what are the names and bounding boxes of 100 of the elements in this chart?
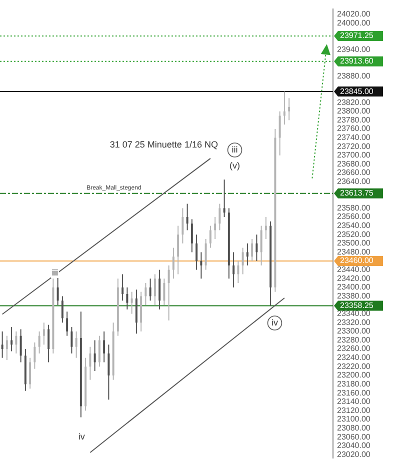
candlestick bbox=[75, 330, 78, 358]
candlestick bbox=[20, 328, 22, 363]
candlestick bbox=[186, 203, 188, 231]
candlestick bbox=[29, 357, 32, 390]
candlestick bbox=[246, 242, 248, 266]
candlestick bbox=[223, 179, 226, 218]
y-tick-label: 23380.00 bbox=[337, 291, 371, 300]
y-tick-label: 23280.00 bbox=[337, 335, 371, 344]
y-tick-label: 23400.00 bbox=[337, 282, 371, 292]
annotation: 31 07 25 Minuette 1/16 NQ bbox=[110, 139, 218, 150]
y-tick-label: 23240.00 bbox=[337, 353, 371, 362]
ref-line-label: 23358.25 bbox=[340, 301, 374, 310]
candlestick bbox=[10, 326, 13, 352]
y-tick-label: 24020.00 bbox=[337, 10, 371, 19]
y-tick-label: 23160.00 bbox=[337, 388, 371, 398]
y-tick-label: 23780.00 bbox=[337, 115, 371, 124]
candlestick bbox=[182, 208, 184, 244]
y-tick-label: 23720.00 bbox=[337, 142, 371, 151]
candlestick bbox=[260, 225, 262, 266]
y-tick-label: 23940.00 bbox=[337, 44, 371, 54]
candlestick bbox=[158, 269, 161, 310]
y-tick-label: 23640.00 bbox=[337, 176, 371, 186]
candlestick bbox=[144, 282, 147, 306]
candlestick bbox=[103, 330, 106, 363]
y-tick-label: 23220.00 bbox=[337, 362, 371, 371]
candlestick bbox=[172, 247, 174, 280]
candlestick bbox=[190, 218, 193, 253]
candlestick bbox=[163, 278, 166, 306]
ref-line-label: 23845.00 bbox=[340, 86, 374, 96]
candlestick bbox=[126, 286, 128, 310]
candlestick bbox=[283, 91, 286, 126]
candlestick bbox=[94, 340, 96, 372]
y-tick-label: 23420.00 bbox=[337, 274, 371, 283]
y-tick-label: 23440.00 bbox=[337, 265, 371, 274]
y-tick-label: 23760.00 bbox=[337, 124, 371, 134]
candlestick bbox=[218, 203, 221, 231]
candlestick bbox=[42, 322, 45, 346]
y-tick-label: 23820.00 bbox=[337, 98, 371, 107]
y-tick-label: 23700.00 bbox=[337, 150, 371, 160]
candlestick bbox=[15, 330, 18, 354]
candlestick bbox=[168, 264, 170, 321]
y-tick-label: 23480.00 bbox=[337, 247, 371, 256]
annotation: iii bbox=[232, 144, 238, 154]
y-tick-label: 23740.00 bbox=[337, 132, 371, 142]
annotation: iii bbox=[52, 267, 58, 278]
ref-line-label: 23971.25 bbox=[340, 31, 374, 40]
candlestick bbox=[278, 110, 281, 156]
candlestick bbox=[214, 216, 216, 240]
y-tick-label: 23580.00 bbox=[337, 203, 371, 212]
candlestick bbox=[1, 330, 4, 358]
candlestick bbox=[38, 330, 40, 354]
y-tick-label: 24000.00 bbox=[337, 18, 371, 28]
y-tick-label: 23040.00 bbox=[337, 441, 371, 450]
y-tick-label: 23880.00 bbox=[337, 71, 371, 80]
candlestick bbox=[154, 274, 156, 306]
y-tick-label: 23260.00 bbox=[337, 344, 371, 354]
y-tick-label: 23200.00 bbox=[337, 370, 371, 380]
candlestick bbox=[130, 291, 133, 314]
candlestick bbox=[34, 342, 36, 370]
ref-line-label: 23613.75 bbox=[340, 188, 374, 198]
y-tick-label: 23560.00 bbox=[337, 212, 371, 222]
candlestick bbox=[251, 238, 254, 262]
candlestick bbox=[237, 260, 240, 284]
candlestick bbox=[108, 344, 110, 400]
annotation: iv bbox=[271, 317, 278, 328]
candlestick bbox=[6, 335, 8, 361]
candlestick bbox=[242, 247, 244, 275]
y-tick-label: 23540.00 bbox=[337, 221, 371, 230]
candlestick bbox=[196, 234, 198, 270]
candlestick bbox=[98, 335, 100, 368]
candlestick bbox=[61, 296, 64, 324]
y-tick-label: 23100.00 bbox=[337, 414, 371, 424]
candlestick bbox=[177, 225, 180, 275]
candlestick bbox=[56, 276, 59, 306]
y-tick-label: 23140.00 bbox=[337, 397, 371, 406]
candlestick bbox=[70, 326, 73, 354]
candlestick bbox=[204, 238, 207, 270]
candlestick bbox=[256, 234, 258, 262]
y-tick-label: 23060.00 bbox=[337, 432, 371, 442]
y-tick-label: 23020.00 bbox=[337, 450, 371, 459]
candlestick bbox=[288, 98, 290, 121]
y-tick-label: 23080.00 bbox=[337, 423, 371, 432]
ref-line-label: 23460.00 bbox=[340, 256, 374, 266]
candlestick bbox=[200, 252, 202, 280]
candlestick bbox=[66, 311, 68, 336]
candlestick bbox=[209, 225, 212, 248]
y-tick-label: 23180.00 bbox=[337, 379, 371, 388]
y-tick-label: 23120.00 bbox=[337, 406, 371, 415]
y-tick-label: 23680.00 bbox=[337, 159, 371, 168]
annotation: (v) bbox=[230, 160, 240, 170]
candlestick bbox=[122, 274, 124, 302]
y-tick-label: 23500.00 bbox=[337, 238, 371, 248]
annotation: iv bbox=[78, 431, 86, 442]
candlestick bbox=[149, 278, 152, 302]
candlestick bbox=[48, 324, 50, 363]
y-tick-label: 23320.00 bbox=[337, 318, 371, 327]
candlestick bbox=[89, 346, 92, 380]
y-tick-label: 23300.00 bbox=[337, 326, 371, 336]
y-tick-label: 23660.00 bbox=[337, 168, 371, 178]
candlestick bbox=[232, 252, 235, 288]
